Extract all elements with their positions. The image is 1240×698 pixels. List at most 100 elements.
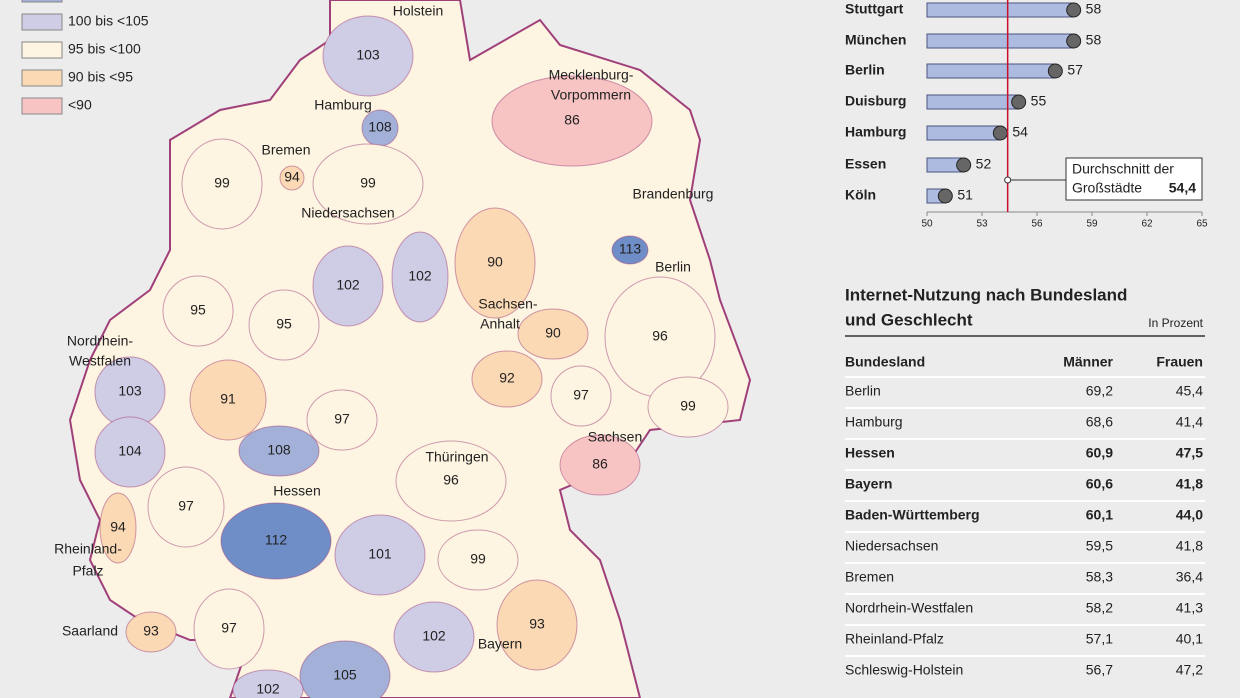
region [279, 165, 305, 191]
table-cell: 41,3 [1176, 600, 1203, 616]
region-value: 102 [408, 268, 432, 284]
region [395, 440, 507, 522]
annotation-text: Großstädte [1072, 180, 1142, 196]
legend-label: <90 [68, 97, 92, 113]
bar-marker [1066, 33, 1082, 49]
region-value: 102 [256, 681, 280, 697]
state-label: Mecklenburg- [549, 67, 634, 83]
category-label: Stuttgart [845, 1, 904, 17]
bar-marker [956, 157, 972, 173]
region-value: 99 [680, 398, 696, 414]
table-cell: Hessen [845, 445, 895, 461]
state-label: Bayern [478, 636, 522, 652]
state-label: Berlin [655, 259, 691, 275]
region [312, 143, 424, 225]
region [189, 359, 267, 441]
state-label: Hessen [273, 483, 320, 499]
state-label: Anhalt [480, 316, 520, 332]
bar-marker [1066, 2, 1082, 18]
region [181, 138, 263, 230]
table-cell: 59,5 [1086, 538, 1113, 554]
region [94, 416, 166, 488]
table-cell: 41,8 [1176, 476, 1203, 492]
region [322, 15, 414, 97]
value-label: 58 [1086, 1, 1102, 17]
region-value: 86 [564, 112, 580, 128]
region [611, 235, 649, 265]
table-cell: 45,4 [1176, 383, 1203, 399]
x-tick-label: 50 [921, 219, 933, 230]
x-tick-label: 53 [976, 219, 988, 230]
value-label: 52 [976, 156, 992, 172]
region-value: 112 [265, 532, 288, 548]
annotation-text: Durchschnitt der [1072, 161, 1174, 177]
table-cell: Bayern [845, 476, 892, 492]
column-header: Männer [1063, 354, 1113, 370]
region-value: 99 [360, 175, 376, 191]
table-cell: 60,9 [1086, 445, 1113, 461]
region [517, 308, 589, 360]
region-value: 99 [214, 175, 230, 191]
region [220, 502, 332, 580]
table-cell: 60,1 [1086, 507, 1113, 523]
region [647, 376, 729, 438]
region [125, 611, 177, 653]
bar [926, 63, 1056, 79]
column-header: Bundesland [845, 354, 925, 370]
region-value: 101 [368, 546, 392, 562]
region-value: 93 [143, 623, 159, 639]
bar-marker [1047, 63, 1063, 79]
legend-swatch [21, 41, 63, 59]
legend-swatch [21, 0, 63, 3]
table-cell: 44,0 [1176, 507, 1203, 523]
state-label: Bremen [261, 142, 310, 158]
region-value: 103 [356, 47, 380, 63]
category-label: Duisburg [845, 93, 906, 109]
region [391, 231, 449, 323]
state-label: Pfalz [72, 563, 103, 579]
state-label: Westfalen [69, 353, 131, 369]
bar-chart: Stuttgart 58 München 58 Berlin 57 Duisburg 55 Ha… [845, 0, 1208, 230]
region-value: 95 [276, 316, 292, 332]
table-cell: Baden-Württemberg [845, 507, 980, 523]
region-value: 108 [368, 119, 392, 135]
state-label: Nordrhein- [67, 333, 133, 349]
table-cell: 58,2 [1086, 600, 1113, 616]
table-cell: 60,6 [1086, 476, 1113, 492]
x-tick-label: 59 [1086, 219, 1098, 230]
region-value: 105 [333, 667, 357, 683]
region-value: 103 [118, 383, 142, 399]
map: 103 86 108 99 94 99 90 113 102 102 95 95 90 96 103 91 92… [54, 3, 729, 698]
region-value: 91 [220, 391, 236, 407]
table-title: und Geschlecht [845, 310, 973, 329]
region-value: 97 [221, 620, 237, 636]
region-value: 90 [487, 254, 503, 270]
category-label: Berlin [845, 62, 885, 78]
region-value: 93 [529, 616, 545, 632]
legend-label: 100 bis <105 [68, 13, 149, 29]
value-label: 55 [1031, 93, 1047, 109]
region-value: 95 [190, 302, 206, 318]
region [238, 425, 320, 477]
region-value: 94 [110, 519, 126, 535]
table-cell: 56,7 [1086, 662, 1113, 678]
state-label: Thüringen [425, 449, 488, 465]
region-value: 96 [443, 472, 459, 488]
x-tick-label: 56 [1031, 219, 1043, 230]
average-dot [1004, 176, 1012, 184]
region-value: 97 [334, 411, 350, 427]
table-unit: In Prozent [1148, 316, 1203, 330]
table-cell: 47,5 [1176, 445, 1203, 461]
region [334, 514, 426, 596]
table-cell: 41,4 [1176, 414, 1203, 430]
table-cell: 41,8 [1176, 538, 1203, 554]
table-cell: Berlin [845, 383, 881, 399]
state-label: Saarland [62, 623, 118, 639]
region [232, 669, 304, 698]
column-header: Frauen [1156, 354, 1203, 370]
table-cell: 58,3 [1086, 569, 1113, 585]
bar-marker [992, 125, 1008, 141]
legend-swatch [21, 69, 63, 87]
region-value: 113 [619, 241, 642, 257]
